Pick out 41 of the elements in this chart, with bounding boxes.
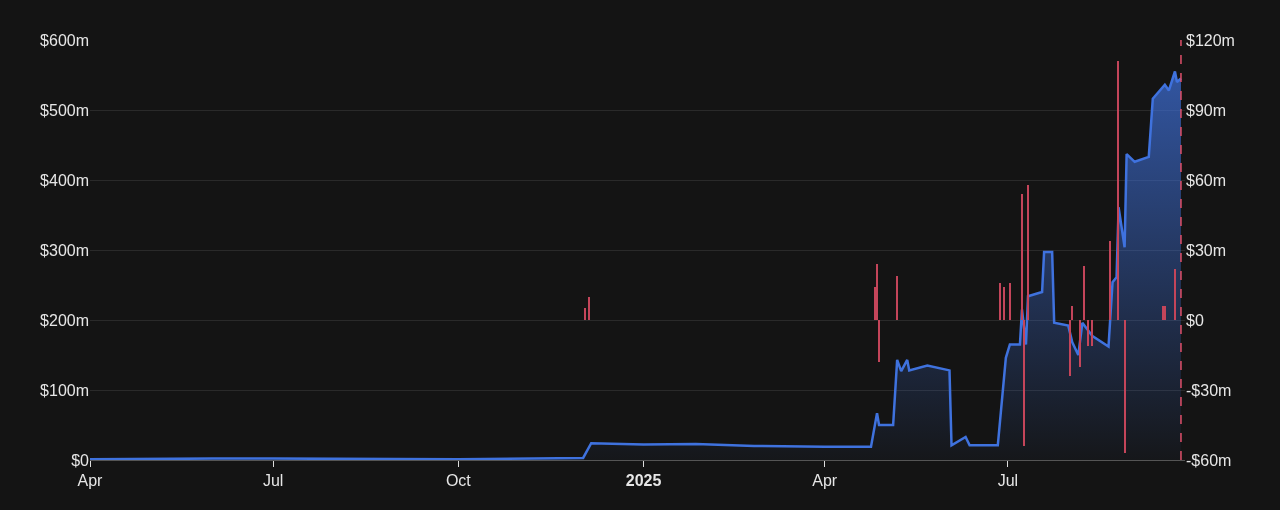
y-tick-label: $600m [40,31,89,49]
bar [1071,306,1073,320]
x-tick-label: Jul [262,472,284,490]
bar [1124,320,1126,453]
bar [896,276,898,320]
bar [1023,320,1025,446]
bar [876,264,878,320]
y-tick-label: $500m [40,101,89,119]
bar [1003,287,1005,320]
y-tick-label: $300m [40,241,89,259]
bar [878,320,880,362]
y-tick-label: $200m [40,311,89,329]
bar [584,308,586,320]
y-tick-label: $400m [40,171,89,189]
x-tick-label: Apr [77,472,104,490]
bar [1021,194,1023,320]
y-tick-label: $100m [40,381,89,399]
bar [1069,320,1071,376]
y2-tick-label: -$60m [1186,451,1232,469]
bar [1174,269,1176,320]
bar [1109,241,1111,320]
bar [1083,266,1085,320]
y2-tick-label: $90m [1186,101,1227,119]
y2-tick-label: $0 [1186,311,1204,329]
bar [1087,320,1089,346]
bar [1027,185,1029,320]
bar [1091,320,1093,346]
y2-tick-label: $30m [1186,241,1227,259]
bar [1009,283,1011,320]
x-tick-label: 2025 [625,472,662,490]
y2-tick-label: $120m [1186,31,1235,49]
x-tick-label: Apr [812,472,838,490]
bar [588,297,590,320]
bar [1079,320,1081,367]
y-tick-label: $0 [71,451,90,469]
y2-tick-label: $60m [1186,171,1227,189]
x-tick-label: Oct [445,472,472,490]
bar [1117,61,1119,320]
y2-tick-label: -$30m [1186,381,1232,399]
x-tick-label: Jul [997,472,1019,490]
bar [999,283,1001,320]
